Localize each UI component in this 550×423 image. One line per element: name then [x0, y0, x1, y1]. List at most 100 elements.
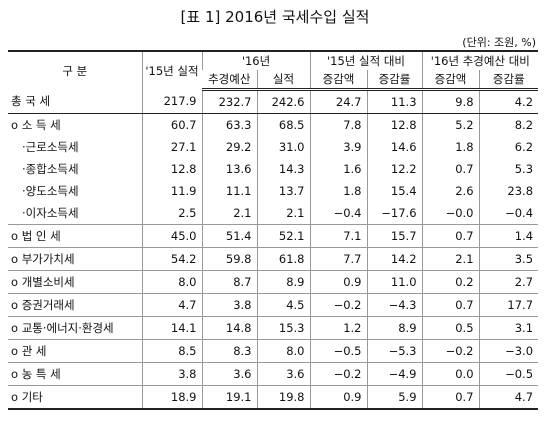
unit-note: (단위: 조원, %)	[462, 36, 536, 49]
value-cell: 4.2	[478, 89, 539, 114]
value-cell: 0.0	[421, 362, 480, 386]
value-cell: 60.7	[141, 113, 202, 136]
value-cell: −0.4	[478, 202, 539, 225]
value-cell: 15.3	[256, 316, 310, 340]
tax-table: 구 분 '15년 실적 '16년 '15년 실적 대비 '16년 추경예산 대비…	[8, 50, 539, 410]
value-cell: −3.0	[478, 339, 539, 363]
value-cell: −0.5	[478, 362, 539, 386]
value-cell: −0.2	[421, 339, 480, 363]
row-label: o 농 특 세	[8, 362, 142, 386]
value-cell: 7.8	[309, 113, 367, 136]
value-cell: 14.3	[256, 158, 310, 180]
row-label: o 교통·에너지·환경세	[8, 316, 142, 340]
table-row: o 부가가치세 54.2 59.8 61.8 7.7 14.2 2.1 3.5	[8, 247, 539, 271]
header-cell: 추경예산	[202, 70, 257, 91]
value-cell: 51.4	[201, 224, 257, 248]
value-cell: 242.6	[256, 89, 310, 114]
title: [표 1] 2016년 국세수입 실적	[180, 8, 370, 26]
value-cell: 14.6	[366, 136, 423, 158]
value-cell: 232.7	[201, 89, 257, 114]
table-row: o 개별소비세 8.0 8.7 8.9 0.9 11.0 0.2 2.7	[8, 270, 539, 294]
table-row: ·근로소득세 27.1 29.2 31.0 3.9 14.6 1.8 6.2	[8, 136, 539, 158]
value-cell: 0.7	[421, 385, 480, 410]
table-row: o 법 인 세 45.0 51.4 52.1 7.1 15.7 0.7 1.4	[8, 224, 539, 248]
value-cell: 14.1	[141, 316, 202, 340]
table-row: o 교통·에너지·환경세 14.1 14.8 15.3 1.2 8.9 0.5 3.1	[8, 316, 539, 340]
value-cell: 12.2	[366, 158, 423, 180]
value-cell: 1.8	[421, 136, 480, 158]
value-cell: 52.1	[256, 224, 310, 248]
table-body: 총 국 세 217.9 232.7 242.6 24.7 11.3 9.8 4.2 o 소 득 …	[8, 89, 539, 410]
value-cell: 23.8	[478, 180, 539, 202]
value-cell: 3.9	[309, 136, 367, 158]
row-label: o 개별소비세	[8, 270, 142, 294]
value-cell: 2.1	[201, 202, 257, 225]
row-label: 총 국 세	[8, 89, 142, 114]
value-cell: 0.9	[309, 270, 367, 294]
value-cell: 217.9	[141, 89, 202, 114]
value-cell: 8.0	[141, 270, 202, 294]
value-cell: 15.7	[366, 224, 423, 248]
row-label: o 소 득 세	[8, 113, 142, 136]
value-cell: 19.8	[256, 385, 310, 410]
value-cell: 4.7	[141, 293, 202, 317]
value-cell: 6.2	[478, 136, 539, 158]
value-cell: 5.2	[421, 113, 480, 136]
table-row: o 관 세 8.5 8.3 8.0 −0.5 −5.3 −0.2 −3.0	[8, 339, 539, 363]
header-cell: 증감률	[366, 70, 423, 91]
value-cell: 2.6	[421, 180, 480, 202]
value-cell: 11.1	[201, 180, 257, 202]
row-label: ·근로소득세	[22, 140, 79, 154]
value-cell: 8.0	[256, 339, 310, 363]
value-cell: −0.2	[309, 293, 367, 317]
value-cell: 2.1	[421, 247, 480, 271]
header-cell: '15년 실적	[141, 50, 202, 90]
value-cell: 3.5	[478, 247, 539, 271]
value-cell: 4.7	[478, 385, 539, 410]
value-cell: 8.5	[141, 339, 202, 363]
value-cell: 31.0	[256, 136, 310, 158]
value-cell: −0.5	[309, 339, 367, 363]
value-cell: 12.8	[141, 158, 202, 180]
value-cell: 18.9	[141, 385, 202, 410]
value-cell: 11.9	[141, 180, 202, 202]
table-row: ·이자소득세 2.5 2.1 2.1 −0.4 −17.6 −0.0 −0.4	[8, 202, 539, 225]
value-cell: 7.1	[309, 224, 367, 248]
row-label: o 부가가치세	[8, 247, 142, 271]
value-cell: 1.4	[478, 224, 539, 248]
value-cell: 13.6	[201, 158, 257, 180]
value-cell: 2.1	[256, 202, 310, 225]
value-cell: 61.8	[256, 247, 310, 271]
header-cell: 실적	[256, 70, 310, 91]
value-cell: 0.9	[309, 385, 367, 410]
value-cell: 1.6	[309, 158, 367, 180]
value-cell: 0.7	[421, 158, 480, 180]
table-row: o 농 특 세 3.8 3.6 3.6 −0.2 −4.9 0.0 −0.5	[8, 362, 539, 386]
value-cell: 5.3	[478, 158, 539, 180]
value-cell: 54.2	[141, 247, 202, 271]
header-cell: '15년 실적 대비	[309, 50, 423, 70]
value-cell: 3.6	[256, 362, 310, 386]
value-cell: 0.5	[421, 316, 480, 340]
value-cell: 12.8	[366, 113, 423, 136]
value-cell: 0.7	[421, 293, 480, 317]
value-cell: 3.8	[201, 293, 257, 317]
value-cell: −0.2	[309, 362, 367, 386]
header-cell: 증감액	[309, 70, 367, 91]
value-cell: 0.7	[421, 224, 480, 248]
value-cell: 24.7	[309, 89, 367, 114]
row-label: o 증권거래세	[8, 293, 142, 317]
value-cell: 1.8	[309, 180, 367, 202]
value-cell: 5.9	[366, 385, 423, 410]
value-cell: 14.8	[201, 316, 257, 340]
value-cell: 2.5	[141, 202, 202, 225]
value-cell: 14.2	[366, 247, 423, 271]
value-cell: 27.1	[141, 136, 202, 158]
value-cell: 11.0	[366, 270, 423, 294]
value-cell: 15.4	[366, 180, 423, 202]
value-cell: −5.3	[366, 339, 423, 363]
row-label: ·양도소득세	[22, 184, 79, 198]
value-cell: 3.8	[141, 362, 202, 386]
header-cell: 증감률	[478, 70, 539, 91]
